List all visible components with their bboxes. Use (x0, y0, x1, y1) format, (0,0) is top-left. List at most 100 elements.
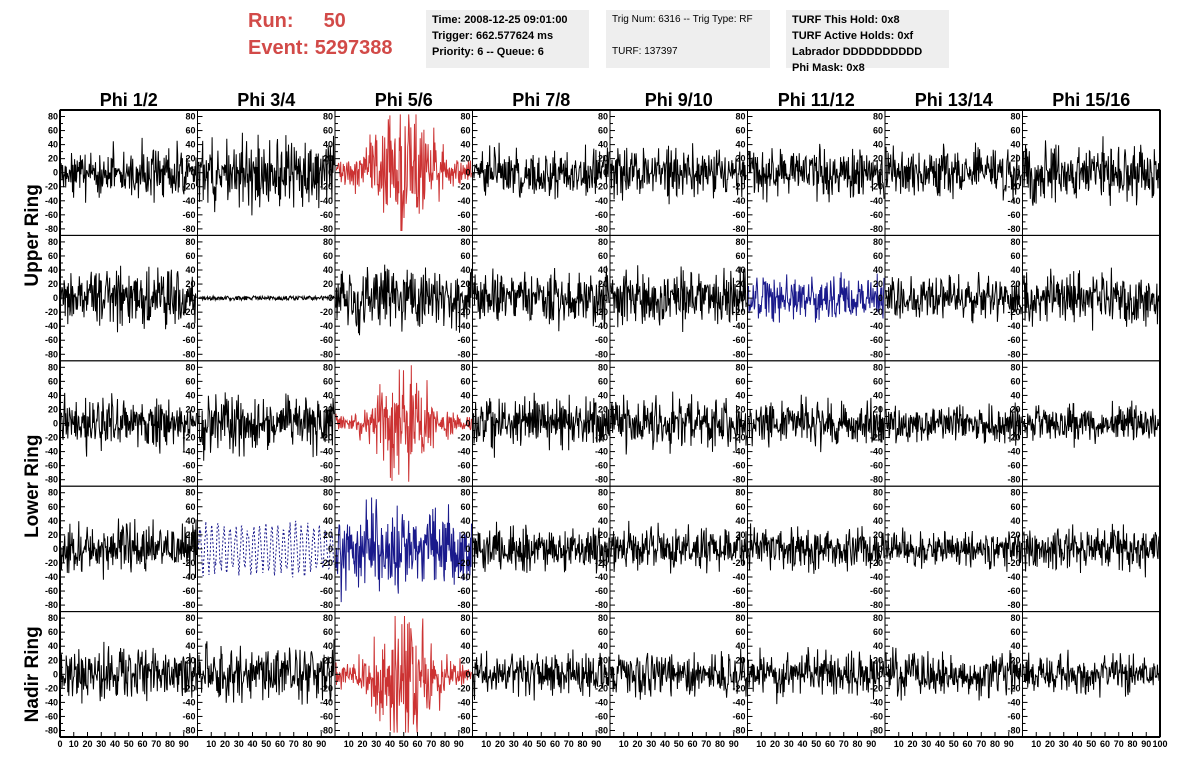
trigger-text: Trigger: 662.577624 ms (432, 30, 554, 42)
y-tick-label: -40 (457, 572, 470, 582)
y-tick-label: 0 (53, 168, 58, 178)
y-tick-label: 80 (460, 237, 470, 247)
y-tick-label: 60 (185, 126, 195, 136)
x-tick-label: 90 (1141, 739, 1151, 749)
y-tick-label: -80 (595, 725, 608, 735)
y-tick-label: 40 (323, 516, 333, 526)
x-tick-label: 30 (646, 739, 656, 749)
y-tick-label: 80 (185, 362, 195, 372)
y-tick-label: 60 (598, 502, 608, 512)
y-tick-label: -40 (870, 196, 883, 206)
y-tick-label: -20 (1007, 307, 1020, 317)
y-tick-label: 0 (465, 293, 470, 303)
labrador-text: Labrador DDDDDDDDDD (792, 46, 923, 58)
x-tick-label: 90 (729, 739, 739, 749)
y-tick-label: -80 (182, 475, 195, 485)
y-tick-label: -40 (457, 697, 470, 707)
x-tick-label: 10 (894, 739, 904, 749)
x-tick-label: 20 (770, 739, 780, 749)
y-tick-label: -20 (595, 683, 608, 693)
y-tick-label: 20 (460, 279, 470, 289)
y-tick-label: -60 (182, 335, 195, 345)
y-tick-label: -60 (45, 586, 58, 596)
y-tick-label: 80 (735, 488, 745, 498)
y-tick-label: 60 (323, 376, 333, 386)
y-tick-label: -80 (45, 475, 58, 485)
y-tick-label: -60 (45, 210, 58, 220)
panel-frame (609, 485, 748, 613)
y-tick-label: 40 (598, 265, 608, 275)
y-tick-label: -80 (870, 475, 883, 485)
y-tick-label: 40 (735, 390, 745, 400)
y-tick-label: -80 (320, 475, 333, 485)
y-tick-label: -60 (870, 335, 883, 345)
y-tick-label: -40 (320, 447, 333, 457)
y-tick-label: 40 (48, 641, 58, 651)
y-tick-label: 60 (598, 251, 608, 261)
y-tick-label: 80 (1010, 488, 1020, 498)
y-tick-label: 40 (735, 516, 745, 526)
y-tick-label: 20 (598, 154, 608, 164)
x-tick-label: 70 (289, 739, 299, 749)
y-tick-label: 0 (190, 293, 195, 303)
panel-frame (197, 485, 336, 613)
y-tick-label: 80 (323, 362, 333, 372)
y-tick-label: 60 (873, 251, 883, 261)
x-tick-label: 20 (495, 739, 505, 749)
y-tick-label: -40 (870, 572, 883, 582)
y-tick-label: -60 (870, 210, 883, 220)
y-tick-label: -60 (1007, 711, 1020, 721)
x-tick-label: 10 (206, 739, 216, 749)
y-tick-label: 40 (598, 390, 608, 400)
y-tick-label: 60 (48, 502, 58, 512)
y-tick-label: -80 (595, 349, 608, 359)
waveform-line (610, 648, 747, 700)
y-tick-label: -20 (595, 307, 608, 317)
x-tick-label: 40 (522, 739, 532, 749)
y-tick-label: 80 (873, 112, 883, 122)
y-tick-label: 40 (323, 641, 333, 651)
x-tick-label: 70 (564, 739, 574, 749)
waveform-line (748, 394, 885, 453)
y-tick-label: 80 (460, 362, 470, 372)
y-tick-label: -40 (870, 321, 883, 331)
waveform-line (748, 272, 885, 323)
y-tick-label: 0 (878, 419, 883, 429)
y-tick-label: 0 (465, 669, 470, 679)
y-tick-label: 0 (740, 419, 745, 429)
turf-text: TURF: 137397 (612, 46, 678, 57)
x-tick-label: 80 (1127, 739, 1137, 749)
y-tick-label: 40 (735, 140, 745, 150)
y-tick-label: 80 (873, 613, 883, 623)
y-tick-label: 20 (323, 404, 333, 414)
y-tick-label: -20 (182, 558, 195, 568)
x-tick-label: 70 (1114, 739, 1124, 749)
y-tick-label: -40 (1007, 572, 1020, 582)
y-tick-label: -80 (320, 725, 333, 735)
x-tick-label: 80 (715, 739, 725, 749)
y-tick-label: -40 (320, 697, 333, 707)
y-tick-label: 0 (603, 293, 608, 303)
y-tick-label: -20 (1007, 683, 1020, 693)
y-tick-label: -60 (732, 461, 745, 471)
y-tick-label: -80 (182, 725, 195, 735)
y-tick-label: 0 (1015, 293, 1020, 303)
column-title: Phi 9/10 (645, 90, 713, 110)
y-tick-label: -20 (182, 683, 195, 693)
y-tick-label: -80 (870, 600, 883, 610)
y-tick-label: 60 (598, 376, 608, 386)
x-tick-label: 10 (69, 739, 79, 749)
y-tick-label: 80 (185, 613, 195, 623)
y-tick-label: 20 (185, 530, 195, 540)
y-tick-label: -20 (320, 182, 333, 192)
y-tick-label: -80 (457, 349, 470, 359)
x-tick-label: 50 (536, 739, 546, 749)
x-tick-label: 50 (124, 739, 134, 749)
event-value: 5297388 (314, 37, 393, 59)
waveform-line (60, 265, 197, 333)
y-tick-label: -60 (457, 586, 470, 596)
x-tick-label: 50 (811, 739, 821, 749)
x-tick-label: 20 (907, 739, 917, 749)
y-tick-label: 0 (740, 544, 745, 554)
